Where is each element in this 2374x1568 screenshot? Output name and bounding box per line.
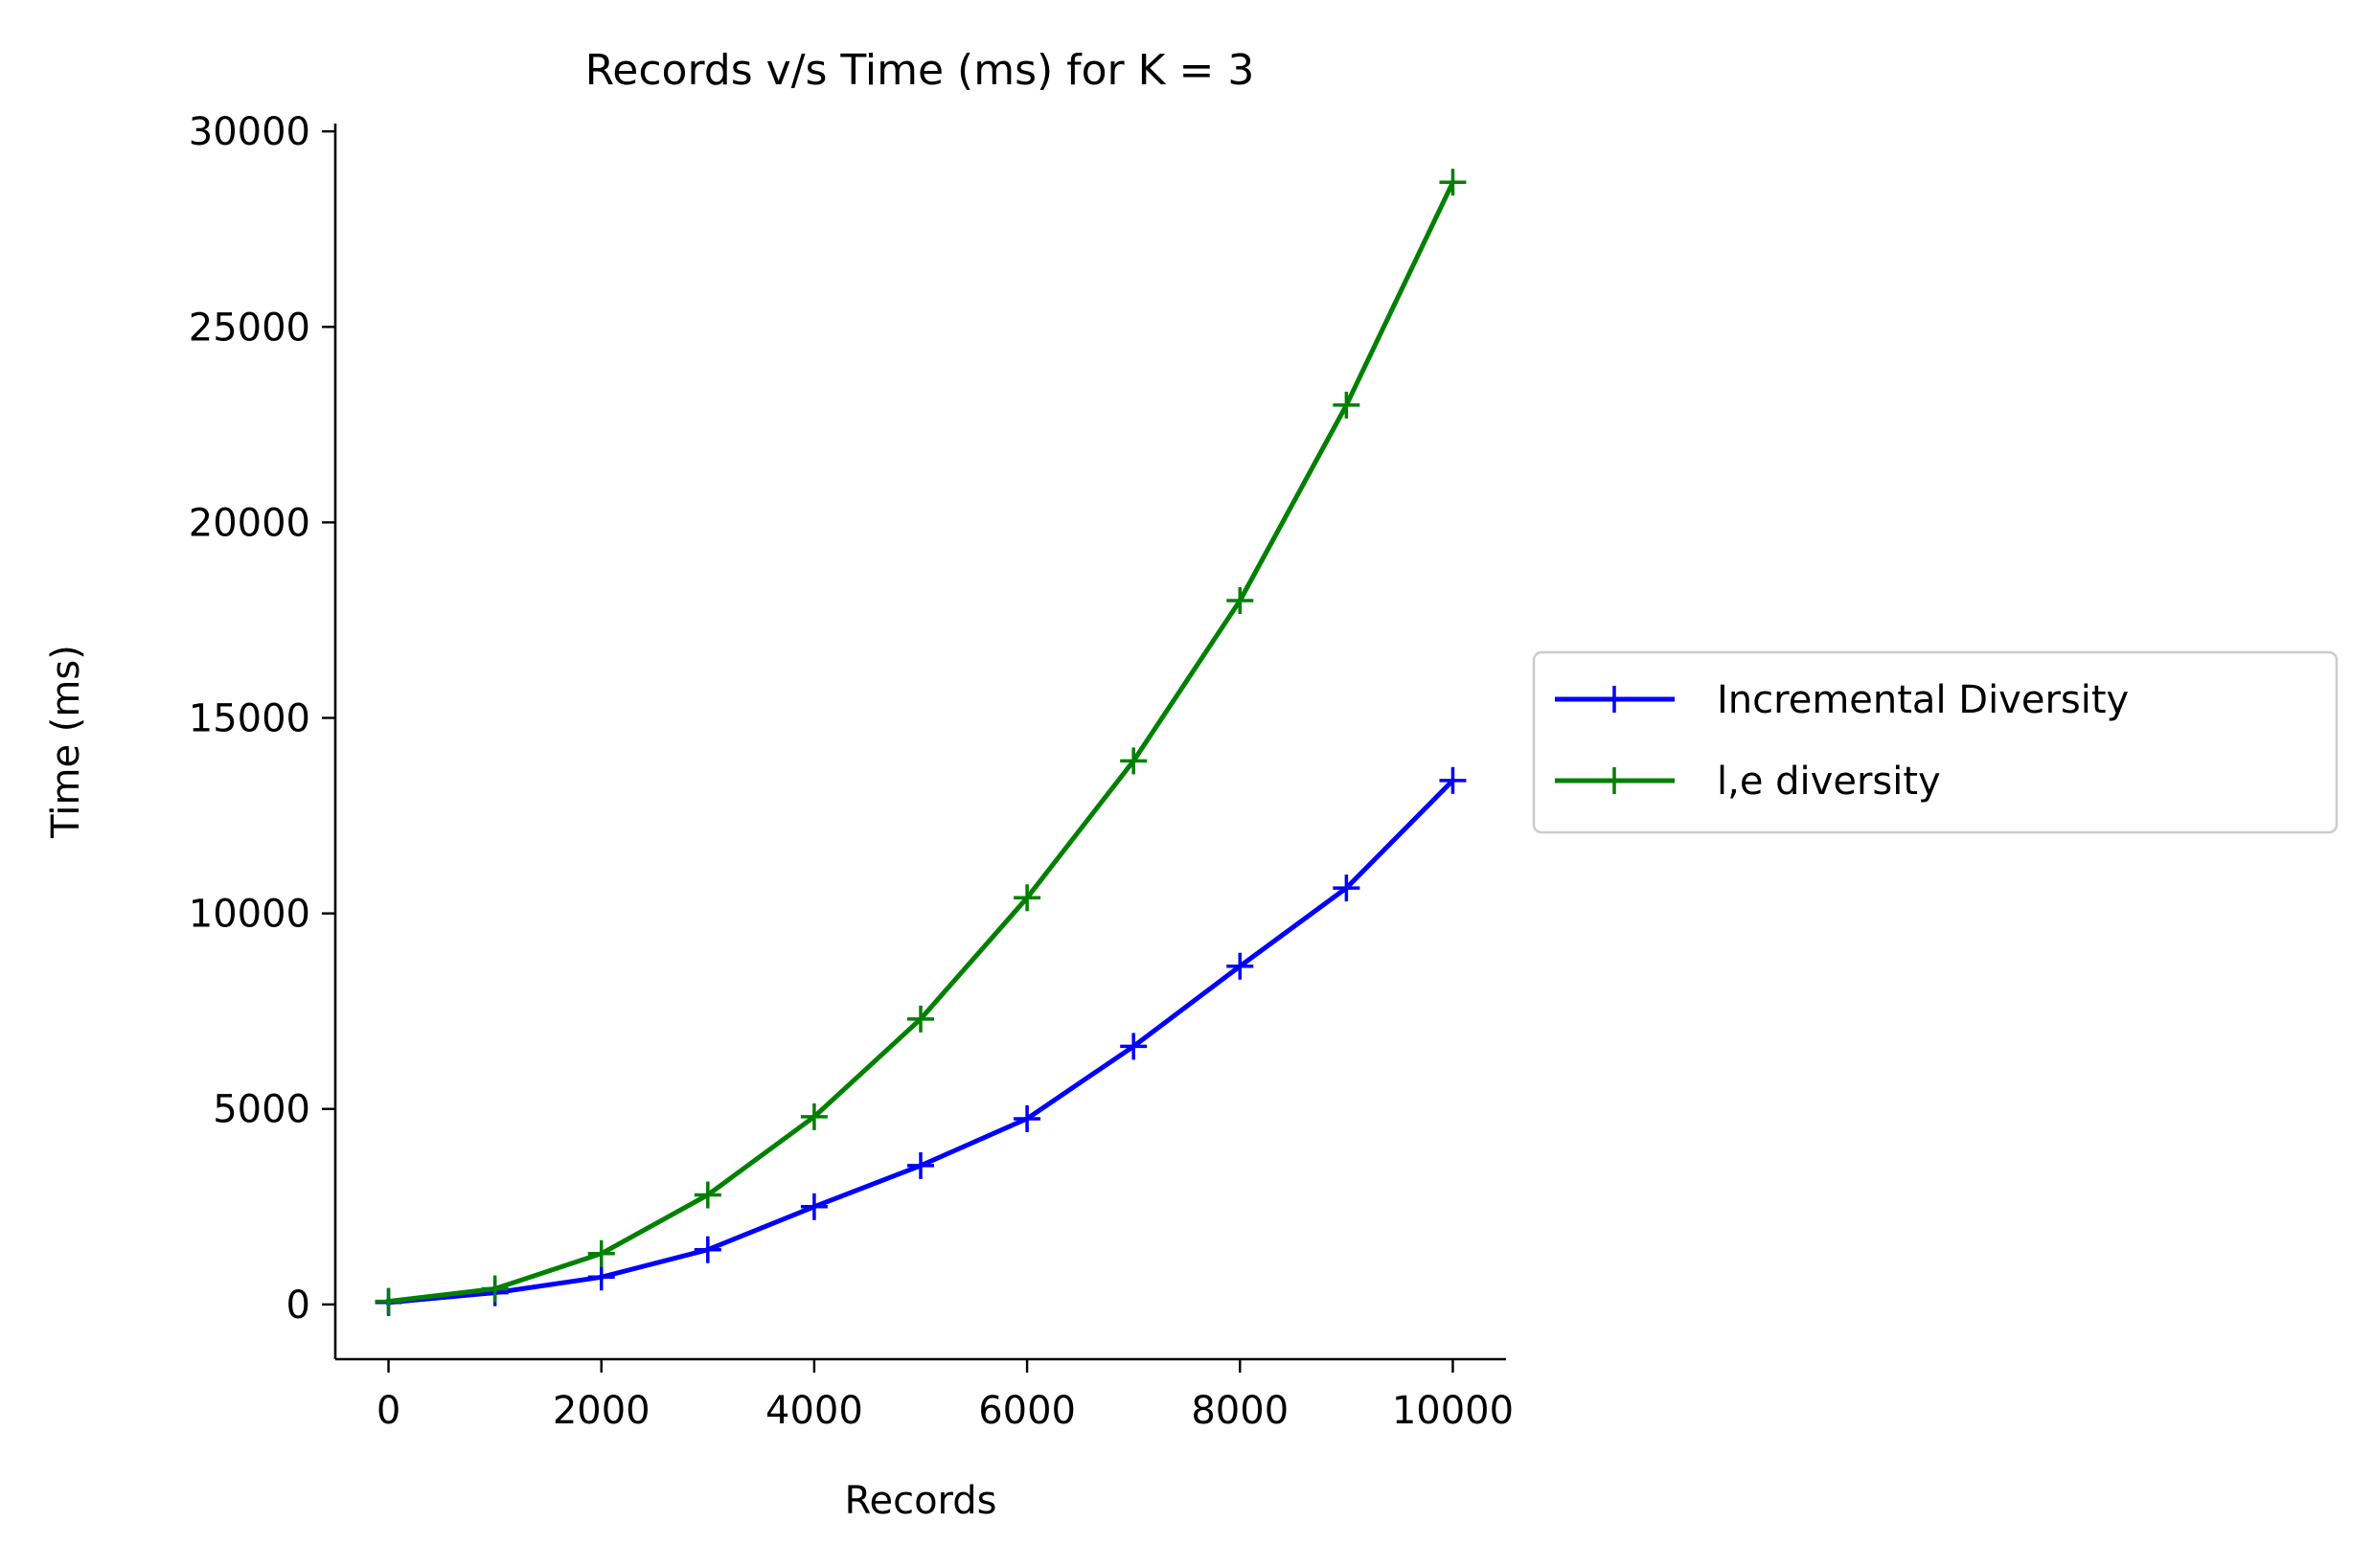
data-point-marker xyxy=(587,1263,615,1291)
plot-series xyxy=(375,169,1467,1316)
data-point-marker xyxy=(1226,587,1254,615)
data-point-marker xyxy=(1439,169,1467,196)
data-point-marker xyxy=(694,1181,721,1209)
data-point-marker xyxy=(1333,875,1360,902)
data-point-marker xyxy=(694,1236,721,1263)
y-tick-label: 20000 xyxy=(189,501,310,545)
data-point-marker xyxy=(375,1287,402,1315)
data-point-marker xyxy=(1120,1033,1148,1060)
y-axis-label: Time (ms) xyxy=(44,645,88,839)
y-tick-label: 25000 xyxy=(189,306,310,350)
x-tick-label: 10000 xyxy=(1392,1389,1514,1433)
legend-label: Incremental Diversity xyxy=(1717,678,2129,722)
axes xyxy=(333,124,1506,1361)
x-tick-label: 4000 xyxy=(765,1389,863,1433)
y-tick-label: 10000 xyxy=(189,893,310,937)
data-point-marker xyxy=(1014,884,1041,912)
legend-frame xyxy=(1532,650,2339,834)
legend-entry: l,e diversity xyxy=(1555,760,1941,804)
x-tick-label: 6000 xyxy=(978,1389,1076,1433)
data-point-marker xyxy=(1226,952,1254,980)
data-point-marker xyxy=(907,1151,934,1179)
data-point-marker xyxy=(800,1193,828,1220)
y-tick-label: 5000 xyxy=(213,1088,310,1132)
data-point-marker xyxy=(907,1005,934,1033)
chart-title: Records v/s Time (ms) for K = 3 xyxy=(585,46,1255,95)
data-point-marker xyxy=(481,1275,509,1303)
legend-entry: Incremental Diversity xyxy=(1555,678,2129,722)
legend: Incremental Diversity l,e diversity xyxy=(1532,650,2339,834)
y-tick-label: 0 xyxy=(286,1284,310,1328)
x-tick-label: 2000 xyxy=(553,1389,651,1433)
data-point-marker xyxy=(1120,747,1148,775)
y-ticks: 0 5000 10000 15000 20000 25000 30000 xyxy=(189,110,335,1328)
legend-label: l,e diversity xyxy=(1717,760,1941,804)
data-point-marker xyxy=(587,1239,615,1267)
x-tick-label: 8000 xyxy=(1191,1389,1289,1433)
data-point-marker xyxy=(1014,1104,1041,1132)
data-point-marker xyxy=(1439,766,1467,794)
x-ticks: 0 2000 4000 6000 8000 10000 xyxy=(377,1359,1514,1433)
y-tick-label: 15000 xyxy=(189,697,310,741)
y-tick-label: 30000 xyxy=(189,110,310,154)
data-point-marker xyxy=(800,1102,828,1130)
data-point-marker xyxy=(1333,391,1360,419)
x-axis-label: Records xyxy=(844,1479,996,1523)
x-tick-label: 0 xyxy=(377,1389,400,1433)
